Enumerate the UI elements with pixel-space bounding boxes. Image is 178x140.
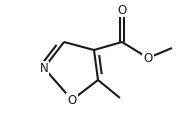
Text: O: O	[143, 52, 153, 65]
Text: O: O	[67, 94, 77, 107]
Text: O: O	[117, 4, 127, 17]
Text: N: N	[40, 61, 48, 74]
